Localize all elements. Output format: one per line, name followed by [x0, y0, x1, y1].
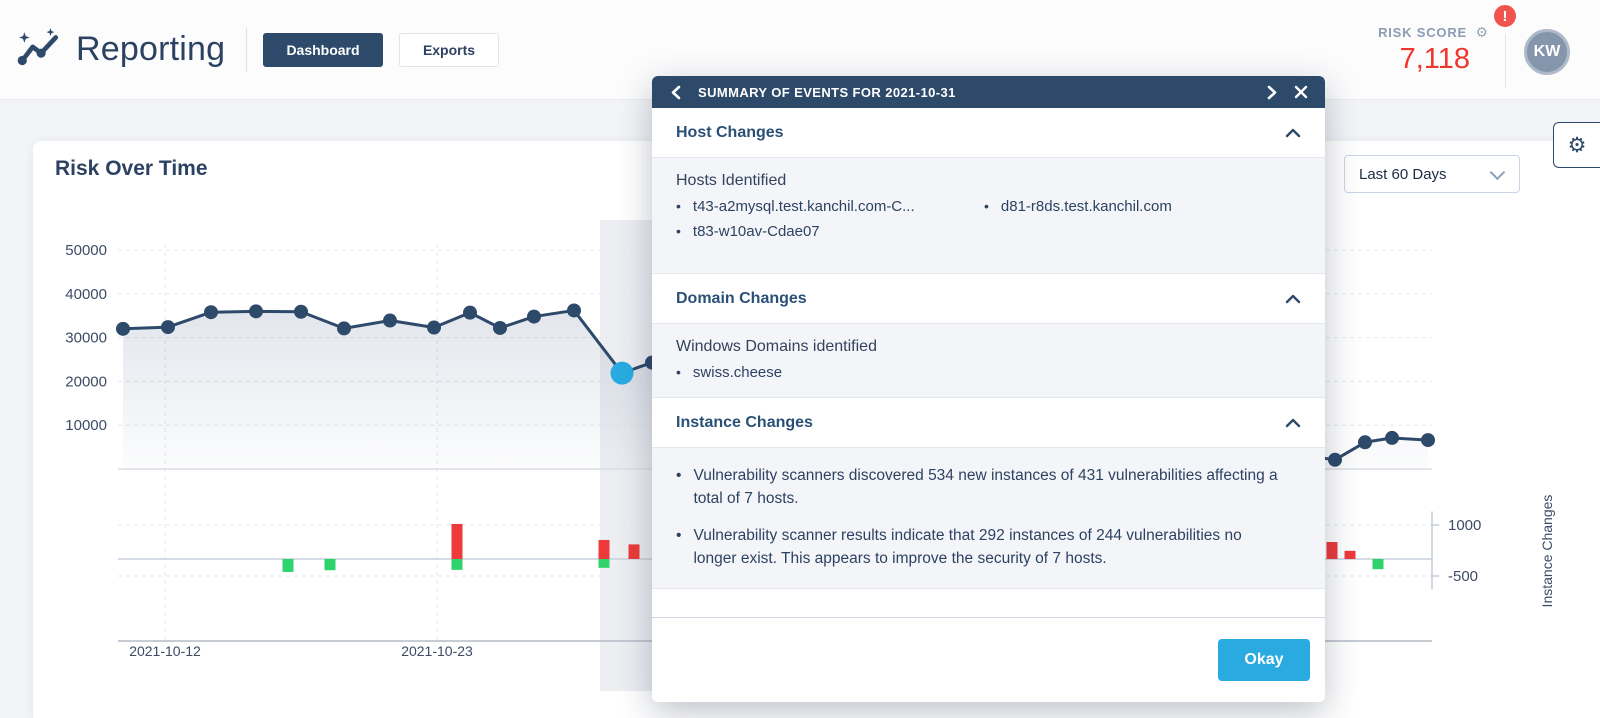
date-range-select[interactable]: Last 60 Days [1344, 155, 1520, 193]
brand: Reporting [16, 26, 225, 72]
avatar[interactable]: KW [1524, 29, 1570, 75]
risk-score-block: RISK SCORE ⚙ 7,118 [1328, 24, 1488, 76]
tab-dashboard[interactable]: Dashboard [263, 33, 383, 67]
list-item: • t83-w10av-Cdae07 [676, 223, 820, 240]
list-item: • d81-r8ds.test.kanchil.com [984, 198, 1172, 215]
sparkline-logo-icon [17, 28, 59, 66]
section-header-host-changes[interactable]: Host Changes [652, 108, 1325, 158]
section-header-instance-changes[interactable]: Instance Changes [652, 398, 1325, 448]
instance-change-item: • Vulnerability scanner results indicate… [676, 524, 1288, 571]
chevron-up-icon[interactable] [1285, 293, 1301, 305]
tab-exports[interactable]: Exports [399, 33, 499, 67]
section-title: Domain Changes [676, 290, 807, 307]
chevron-up-icon[interactable] [1285, 417, 1301, 429]
hosts-identified-heading: Hosts Identified [676, 172, 787, 189]
bullet-icon: • [676, 198, 681, 214]
card-title: Risk Over Time [55, 157, 208, 180]
list-item: • swiss.cheese [676, 364, 783, 381]
modal-footer: Okay [652, 618, 1325, 702]
modal-header: SUMMARY OF EVENTS FOR 2021-10-31 [652, 76, 1325, 108]
bullet-icon: • [676, 526, 682, 544]
risk-score-gear-icon[interactable]: ⚙ [1475, 24, 1488, 40]
section-body-domain-changes: Windows Domains identified • swiss.chees… [652, 324, 1325, 398]
gear-icon: ⚙ [1567, 133, 1587, 157]
section-body-host-changes: Hosts Identified • t43-a2mysql.test.kanc… [652, 158, 1325, 274]
header-divider [246, 28, 247, 72]
summary-of-events-modal: SUMMARY OF EVENTS FOR 2021-10-31 Host Ch… [652, 76, 1325, 702]
alert-badge[interactable]: ! [1492, 3, 1518, 29]
modal-title: SUMMARY OF EVENTS FOR 2021-10-31 [698, 84, 956, 100]
bullet-icon: • [676, 223, 681, 239]
windows-domains-heading: Windows Domains identified [676, 338, 877, 355]
okay-button[interactable]: Okay [1218, 639, 1310, 681]
date-range-value: Last 60 Days [1359, 165, 1447, 183]
section-title: Host Changes [676, 124, 784, 141]
bullet-icon: • [676, 467, 682, 484]
instance-change-item: • Vulnerability scanners discovered 534 … [676, 464, 1288, 511]
section-title: Instance Changes [676, 414, 813, 431]
chevron-up-icon[interactable] [1285, 127, 1301, 139]
modal-spacer-row [652, 589, 1325, 618]
bullet-icon: • [676, 364, 681, 380]
settings-flyout-button[interactable]: ⚙ [1553, 122, 1600, 168]
bullet-icon: • [984, 198, 989, 214]
section-body-instance-changes: • Vulnerability scanners discovered 534 … [652, 448, 1325, 589]
header-right-divider [1505, 34, 1506, 88]
chevron-right-icon[interactable] [1261, 82, 1281, 102]
list-item: • t43-a2mysql.test.kanchil.com-C... [676, 198, 915, 215]
chevron-left-icon[interactable] [666, 82, 686, 102]
app-title: Reporting [76, 29, 226, 68]
risk-score-value: 7,118 [1399, 43, 1470, 75]
close-icon[interactable] [1291, 82, 1311, 102]
section-header-domain-changes[interactable]: Domain Changes [652, 274, 1325, 324]
risk-score-label: RISK SCORE [1378, 25, 1467, 40]
chevron-down-icon [1489, 164, 1506, 180]
hosts-list: • t43-a2mysql.test.kanchil.com-C... • d8… [676, 198, 1301, 240]
